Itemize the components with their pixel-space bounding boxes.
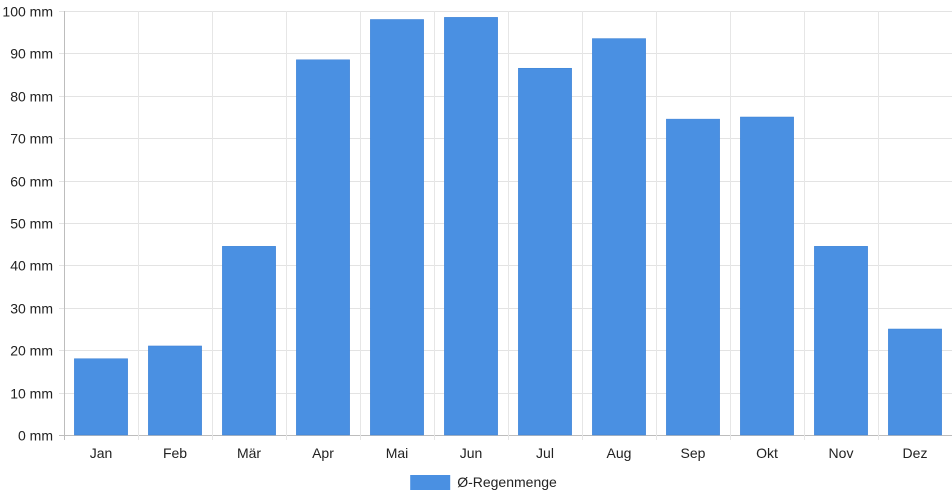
x-axis: Jan Feb Mär Apr Mai Jun Jul Aug Sep Okt Nov Dez bbox=[90, 445, 928, 461]
y-tick-label: 0 mm bbox=[18, 428, 53, 444]
x-tick-label: Sep bbox=[681, 445, 706, 461]
x-tick-label: Feb bbox=[163, 445, 187, 461]
y-tick-label: 100 mm bbox=[2, 4, 53, 20]
bar-jun[interactable] bbox=[444, 17, 498, 436]
y-tick-label: 10 mm bbox=[10, 386, 53, 402]
y-tick-label: 80 mm bbox=[10, 89, 53, 105]
y-tick-label: 20 mm bbox=[10, 343, 53, 359]
bar-apr[interactable] bbox=[296, 59, 350, 436]
x-tick-label: Apr bbox=[312, 445, 334, 461]
x-tick-label: Jan bbox=[90, 445, 113, 461]
grid-lines bbox=[59, 11, 952, 440]
y-tick-label: 70 mm bbox=[10, 131, 53, 147]
legend[interactable]: Ø-Regenmenge bbox=[410, 474, 557, 490]
bar-nov[interactable] bbox=[814, 246, 868, 436]
y-axis: 0 mm 10 mm 20 mm 30 mm 40 mm 50 mm 60 mm 70 mm 8… bbox=[2, 4, 53, 444]
bar-okt[interactable] bbox=[740, 116, 794, 436]
x-tick-label: Dez bbox=[903, 445, 928, 461]
legend-swatch[interactable] bbox=[410, 475, 451, 490]
legend-label[interactable]: Ø-Regenmenge bbox=[457, 474, 557, 490]
bars bbox=[74, 17, 942, 436]
y-tick-label: 40 mm bbox=[10, 258, 53, 274]
bar-dez[interactable] bbox=[888, 328, 942, 436]
x-tick-label: Jul bbox=[536, 445, 554, 461]
x-tick-label: Mär bbox=[237, 445, 261, 461]
y-tick-label: 30 mm bbox=[10, 301, 53, 317]
bar-sep[interactable] bbox=[666, 118, 720, 436]
bar-jan[interactable] bbox=[74, 358, 128, 436]
y-tick-label: 50 mm bbox=[10, 216, 53, 232]
x-tick-label: Aug bbox=[607, 445, 632, 461]
bar-jul[interactable] bbox=[518, 67, 572, 436]
x-tick-label: Mai bbox=[386, 445, 409, 461]
y-tick-label: 60 mm bbox=[10, 174, 53, 190]
bar-aug[interactable] bbox=[592, 38, 646, 436]
y-tick-label: 90 mm bbox=[10, 46, 53, 62]
bar-mai[interactable] bbox=[370, 19, 424, 436]
x-tick-label: Nov bbox=[829, 445, 854, 461]
x-tick-label: Okt bbox=[756, 445, 778, 461]
bar-mär[interactable] bbox=[222, 246, 276, 436]
x-tick-label: Jun bbox=[460, 445, 483, 461]
bar-feb[interactable] bbox=[148, 345, 202, 436]
